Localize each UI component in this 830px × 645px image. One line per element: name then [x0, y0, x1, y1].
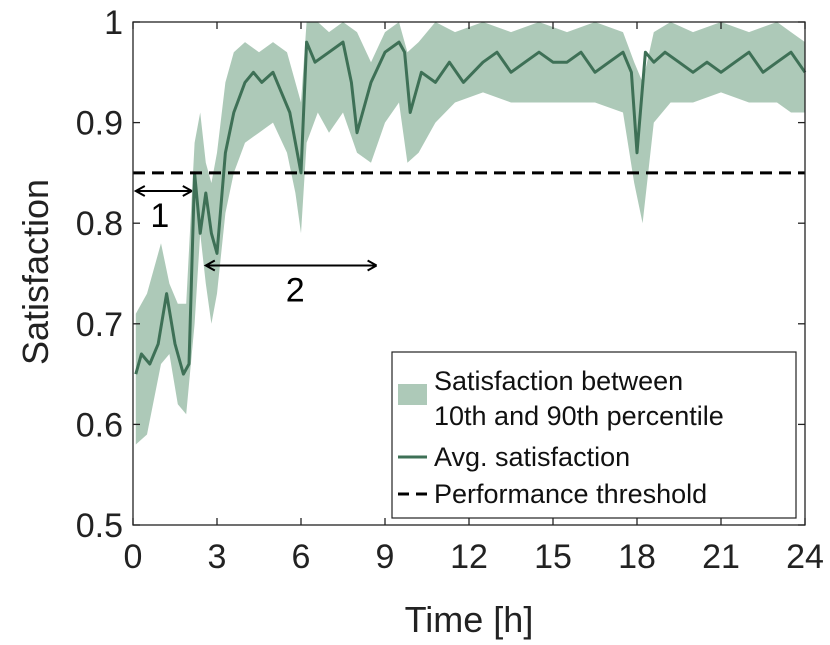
x-axis: 0 3 6 9 12 15 18 21 24	[124, 22, 824, 576]
avg-satisfaction-line	[134, 40, 807, 376]
y-tick-label: 0.8	[76, 205, 123, 243]
x-tick-label: 6	[292, 538, 311, 576]
avg-satisfaction-line-layer	[134, 40, 807, 376]
y-tick-label: 0.6	[76, 406, 123, 444]
annotation-layer: 12	[133, 185, 378, 309]
legend-band-label-line1: Satisfaction between	[434, 366, 683, 396]
x-tick-label: 18	[618, 538, 656, 576]
annotation-label-1: 1	[150, 197, 169, 235]
x-tick-label: 21	[702, 538, 740, 576]
y-axis: 0.5 0.6 0.7 0.8 0.9 1	[76, 4, 805, 545]
legend-band-swatch	[398, 384, 427, 405]
x-tick-label: 3	[208, 538, 227, 576]
annotation-arrow-1: 1	[133, 185, 193, 235]
x-tick-label: 0	[124, 538, 143, 576]
x-tick-label: 15	[534, 538, 572, 576]
annotation-arrowhead-left	[203, 259, 216, 272]
y-axis-title: Satisfaction	[15, 179, 56, 365]
annotation-arrowhead-left	[133, 185, 146, 197]
x-tick-label: 9	[376, 538, 395, 576]
annotation-arrow-2: 2	[203, 259, 378, 309]
y-tick-label: 1	[104, 4, 123, 42]
y-tick-label: 0.9	[76, 105, 123, 143]
legend-box	[391, 351, 797, 519]
x-tick-label: 12	[450, 538, 488, 576]
legend-band-label-line2: 10th and 90th percentile	[434, 401, 724, 431]
x-tick-label: 24	[786, 538, 824, 576]
y-tick-label: 0.5	[76, 507, 123, 545]
annotation-arrowhead-right	[367, 259, 378, 272]
annotation-arrowhead-right	[182, 185, 193, 197]
y-tick-label: 0.7	[76, 306, 123, 344]
legend-line-label: Avg. satisfaction	[434, 442, 630, 472]
legend-threshold-label: Performance threshold	[434, 479, 707, 509]
x-axis-title: Time [h]	[405, 599, 534, 640]
annotation-label-2: 2	[286, 271, 305, 309]
legend: Satisfaction between 10th and 90th perce…	[391, 351, 797, 519]
